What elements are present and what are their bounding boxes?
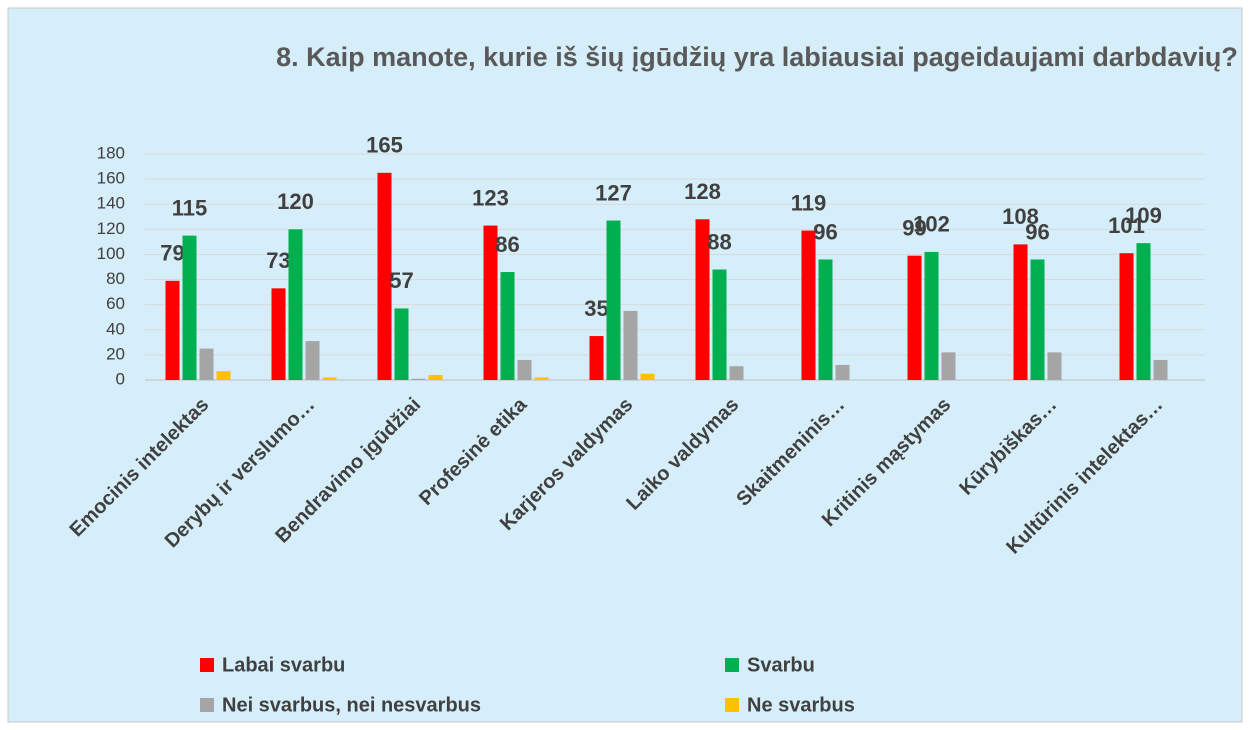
bar	[835, 364, 850, 380]
bar	[640, 373, 655, 380]
data-label: 73	[266, 248, 290, 273]
y-tick-label: 40	[106, 319, 125, 338]
bar	[288, 229, 303, 380]
data-label: 165	[366, 133, 403, 158]
legend-swatch	[725, 698, 739, 712]
bar	[695, 219, 710, 380]
bar	[1136, 243, 1151, 380]
legend-swatch	[200, 658, 214, 672]
bar	[271, 288, 286, 380]
legend-label: Nei svarbus, nei nesvarbus	[222, 694, 481, 716]
bar	[483, 225, 498, 380]
bar	[589, 336, 604, 380]
legend-label: Ne svarbus	[747, 694, 855, 716]
bar	[165, 280, 180, 380]
bar	[1153, 359, 1168, 380]
data-label: 123	[472, 185, 509, 210]
legend-swatch	[200, 698, 214, 712]
bar	[907, 255, 922, 380]
bar	[1030, 259, 1045, 380]
bar	[305, 341, 320, 380]
bar	[924, 251, 939, 380]
y-tick-label: 100	[97, 244, 125, 263]
data-label: 99	[902, 216, 926, 241]
chart-title: 8. Kaip manote, kurie iš šių įgūdžių yra…	[276, 42, 1238, 72]
y-tick-label: 120	[97, 219, 125, 238]
bar	[801, 230, 816, 380]
data-label: 88	[707, 229, 731, 254]
y-tick-label: 0	[116, 369, 125, 388]
y-tick-label: 160	[97, 169, 125, 188]
y-tick-label: 80	[106, 269, 125, 288]
data-label: 96	[813, 219, 837, 244]
bar	[1013, 244, 1028, 380]
data-label: 101	[1108, 213, 1145, 238]
bar	[941, 352, 956, 380]
data-label: 127	[595, 180, 632, 205]
bar	[623, 310, 638, 380]
legend-label: Labai svarbu	[222, 654, 345, 676]
data-label: 119	[791, 190, 827, 215]
bar	[182, 235, 197, 380]
data-label: 35	[584, 296, 608, 321]
bar	[216, 371, 231, 380]
bar	[729, 366, 744, 380]
y-tick-label: 60	[106, 294, 125, 313]
bar	[517, 359, 532, 380]
data-label: 108	[1002, 204, 1039, 229]
data-label: 120	[277, 189, 314, 214]
data-label: 109	[1125, 203, 1162, 228]
legend-label: Svarbu	[747, 654, 815, 676]
data-label: 86	[495, 232, 519, 257]
bar	[818, 259, 833, 380]
y-tick-label: 180	[97, 143, 125, 162]
bar	[322, 377, 337, 380]
bar	[199, 348, 214, 380]
data-label: 115	[172, 195, 208, 220]
data-label: 128	[684, 179, 721, 204]
legend-swatch	[725, 658, 739, 672]
bar	[1047, 352, 1062, 380]
data-label: 79	[160, 241, 184, 266]
bar	[411, 378, 426, 380]
data-label: 102	[913, 212, 950, 237]
bar	[394, 308, 409, 380]
bar	[500, 272, 515, 380]
bar	[712, 269, 727, 380]
data-label: 57	[389, 268, 413, 293]
data-label: 96	[1025, 219, 1049, 244]
bar	[1119, 253, 1134, 380]
bar	[534, 377, 549, 380]
y-tick-label: 140	[97, 194, 125, 213]
bar	[428, 374, 443, 380]
bar	[606, 220, 621, 380]
y-tick-label: 20	[106, 344, 125, 363]
bar	[377, 172, 392, 380]
